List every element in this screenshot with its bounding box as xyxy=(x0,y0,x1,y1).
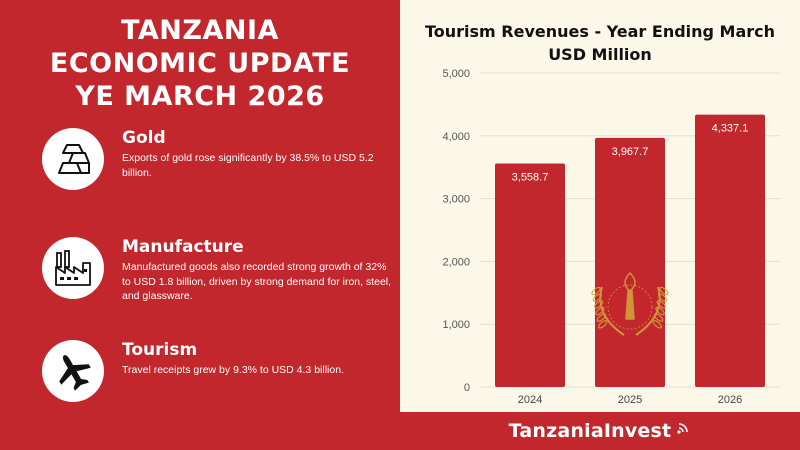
page-title: TANZANIA ECONOMIC UPDATE YE MARCH 2026 xyxy=(0,14,400,113)
y-tick-label: 4,000 xyxy=(442,131,470,143)
item-text: Exports of gold rose significantly by 38… xyxy=(122,152,374,179)
bar-chart: 0 1,000 2,000 3,000 4,000 5,000 3,558.7 2024 3,9… xyxy=(442,68,780,406)
bank-seal-watermark xyxy=(591,271,669,336)
bar xyxy=(695,114,765,387)
item-text: Manufactured goods also recorded strong … xyxy=(122,261,392,302)
signal-icon xyxy=(677,423,689,434)
y-tick-label: 3,000 xyxy=(442,194,470,206)
chart-title-line-1: Tourism Revenues - Year Ending March xyxy=(424,22,776,41)
chart-title: Tourism Revenues - Year Ending March USD… xyxy=(400,20,800,66)
bar-value-label: 3,967.7 xyxy=(612,146,649,158)
bar xyxy=(495,163,565,387)
chart-panel: Tourism Revenues - Year Ending March USD… xyxy=(400,0,800,412)
bar xyxy=(595,137,665,387)
x-tick-label: 2026 xyxy=(718,394,742,406)
left-panel: TANZANIA ECONOMIC UPDATE YE MARCH 2026 G… xyxy=(0,14,400,420)
title-line-1: TANZANIA xyxy=(121,15,279,46)
x-tick-label: 2025 xyxy=(618,394,642,406)
item-manufacture: Manufacture Manufactured goods also reco… xyxy=(42,237,392,317)
footer: TanzaniaInvest xyxy=(400,412,800,450)
y-tick-label: 1,000 xyxy=(442,319,470,331)
title-line-3: YE MARCH 2026 xyxy=(75,81,325,112)
chart-title-line-2: USD Million xyxy=(548,45,652,64)
factory-icon xyxy=(42,237,104,299)
bar-value-label: 4,337.1 xyxy=(712,123,749,135)
item-gold: Gold Exports of gold rose significantly … xyxy=(42,128,392,208)
y-tick-label: 0 xyxy=(464,382,470,394)
y-tick-label: 2,000 xyxy=(442,256,470,268)
item-title: Manufacture xyxy=(122,237,244,257)
title-line-2: ECONOMIC UPDATE xyxy=(49,48,351,79)
item-title: Tourism xyxy=(122,340,198,360)
y-tick-label: 5,000 xyxy=(442,68,470,80)
airplane-icon xyxy=(42,340,104,402)
item-tourism: Tourism Travel receipts grew by 9.3% to … xyxy=(42,340,392,420)
brand-logo: TanzaniaInvest xyxy=(508,420,672,442)
gold-bars-icon xyxy=(42,128,104,190)
bar-value-label: 3,558.7 xyxy=(512,172,549,184)
item-text: Travel receipts grew by 9.3% to USD 4.3 … xyxy=(122,364,344,376)
item-title: Gold xyxy=(122,128,166,148)
x-tick-label: 2024 xyxy=(518,394,542,406)
